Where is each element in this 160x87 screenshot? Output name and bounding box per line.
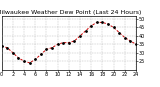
Title: Milwaukee Weather Dew Point (Last 24 Hours): Milwaukee Weather Dew Point (Last 24 Hou… <box>0 10 141 15</box>
